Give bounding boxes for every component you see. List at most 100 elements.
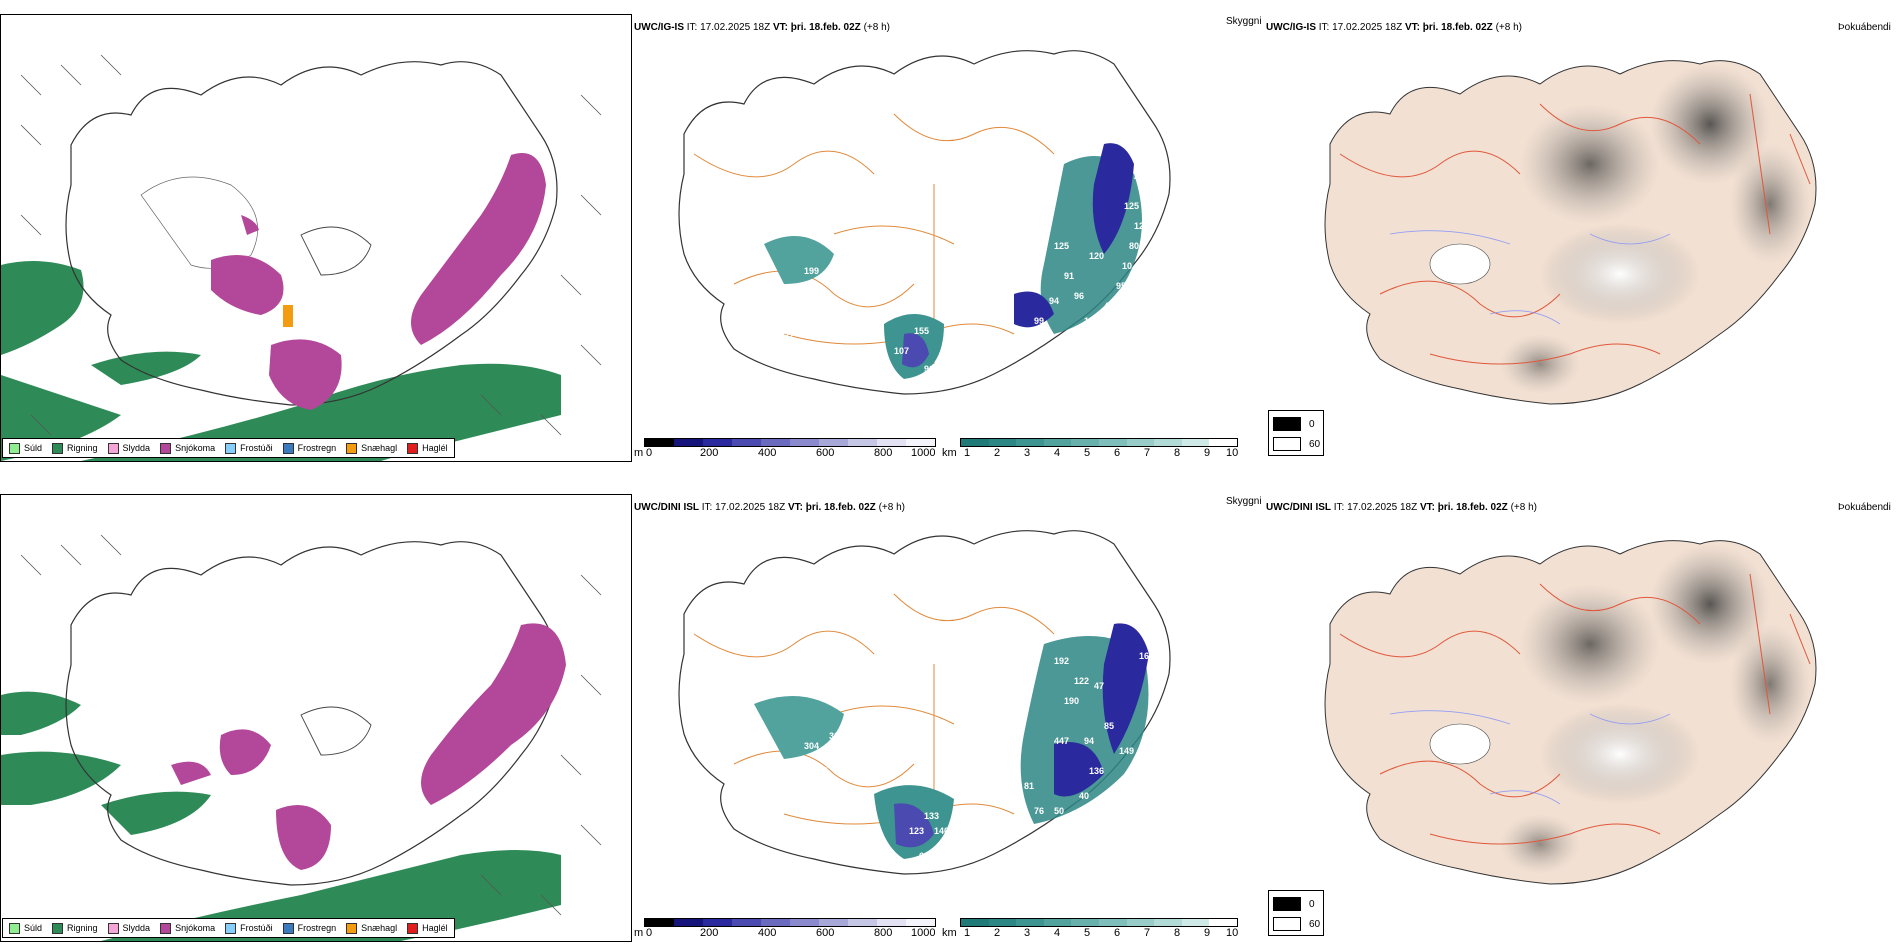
visibility-value-label: 136 [1089,766,1104,776]
visibility-value-label: 447 [1054,736,1069,746]
colorbar-segment [877,439,906,446]
legend-item: Snjókoma [160,442,215,454]
colorbar-segment [732,919,761,926]
colorbar-segment [761,919,790,926]
colorbar-segment [1071,919,1099,926]
visibility-value-label: 90 [924,364,934,374]
fog-map [1324,60,1817,405]
colorbar-segment [790,439,819,446]
colorbar-segment [961,439,989,446]
visibility-value-label: 10 [994,176,1004,186]
visibility-value-label: 40 [1104,301,1114,311]
visibility-value-label: 96 [1074,291,1084,301]
visibility-value-label: 80 [1129,241,1139,251]
colorbar-segment [703,919,732,926]
legend-item: Súld [9,922,42,934]
visibility-value-label: 7 [974,226,979,236]
fog-key: 0 60 [1268,890,1324,936]
colorbar-segment [1154,919,1182,926]
legend-item: Haglél [407,922,448,934]
visibility-value-label: 13 [994,676,1004,686]
colorbar-segment [645,919,674,926]
colorbar-segment [1181,919,1210,926]
legend-item: Frostregn [282,442,336,454]
panel-header: UWC/DINI ISL IT: 17.02.2025 18Z VT: þri.… [1266,502,1537,513]
colorbar-segment [1181,439,1210,446]
visibility-title: Skyggni [1226,16,1262,27]
legend-item: Frostúði [225,922,273,934]
legend-item: Frostregn [282,922,336,934]
colorbar-segment [645,439,674,446]
visibility-value-label: 200 [834,266,849,276]
visibility-value-label: 10 [1122,261,1132,271]
visibility-value-label: 192 [1054,656,1069,666]
legend-item: Snæhagl [346,922,397,934]
colorbar-segment [790,919,819,926]
colorbar-segment [1043,439,1072,446]
visibility-value-label: 122 [1074,676,1089,686]
colorbar-segment [819,439,848,446]
visibility-value-label: 123 [909,826,924,836]
visibility-value-label: 190 [1064,696,1079,706]
visibility-value-label: 133 [764,346,779,356]
fog-key: 0 60 [1268,410,1324,456]
precip-type-map [0,494,632,942]
colorbar-segment [1071,439,1099,446]
visibility-value-label: 37 [784,331,794,341]
colorbar-segment [1098,919,1127,926]
legend-item: Rigning [52,442,98,454]
visibility-value-label: 94 [1049,296,1059,306]
colorbar-segment [761,439,790,446]
visibility-value-label: 4 [1034,126,1039,136]
colorbar-segment [906,919,935,926]
colorbar-segment [732,439,761,446]
visibility-value-label: 59 [789,291,799,301]
fog-title: Þokuábendi [1838,502,1891,513]
colorbar-segment [1098,439,1127,446]
legend-item: Slydda [107,922,150,934]
colorbar-segment [906,439,935,446]
visibility-value-label: 33 [754,806,764,816]
precip-legend: Súld Rigning Slydda Snjókoma Frostúði Fr… [2,438,455,458]
visibility-value-label: 199 [804,266,819,276]
precip-type-map [0,14,632,462]
colorbar-segment [988,439,1017,446]
visibility-value-label: 76 [1034,806,1044,816]
visibility-value-label: 133 [924,811,939,821]
legend-item: Snjókoma [160,922,215,934]
colorbar-segment [1209,439,1237,446]
visibility-value-label: 85 [1104,721,1114,731]
visibility-value-label: 99 [1034,316,1044,326]
visibility-value-label: 601 [814,766,829,776]
colorbar-segment [988,919,1017,926]
legend-item: Frostúði [225,442,273,454]
legend-item: Rigning [52,922,98,934]
visibility-value-label: 107 [894,346,909,356]
legend-item: Snæhagl [346,442,397,454]
legend-item: Slydda [107,442,150,454]
visibility-value-label: 180 [844,236,859,246]
colorbar-segment [1043,919,1072,926]
legend-item: Haglél [407,442,448,454]
visibility-value-label: 55 [1014,826,1024,836]
visibility-value-label: 94 [1084,736,1094,746]
visibility-value-label: 95 [1116,281,1126,291]
visibility-value-label: 596 [864,276,879,286]
visibility-value-label: 112 [1084,316,1099,326]
panel-header: UWC/IG-IS IT: 17.02.2025 18Z VT: þri. 18… [1266,22,1522,33]
visibility-value-label: 68 [919,851,929,861]
visibility-value-label: 309 [829,731,844,741]
legend-item: Súld [9,442,42,454]
colorbar-segment [848,919,877,926]
colorbar-segment [1016,439,1044,446]
visibility-value-label: 97 [994,296,1004,306]
visibility-value-label: 40 [1079,791,1089,801]
colorbar-segment [674,919,703,926]
colorbar-segment [961,919,989,926]
visibility-value-label: 205 [1134,171,1149,181]
visibility-value-label: 47 [1094,681,1104,691]
visibility-value-label: 55 [1014,146,1024,156]
